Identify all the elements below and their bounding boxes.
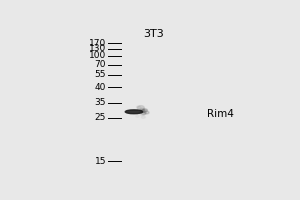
Text: 35: 35 <box>94 98 106 107</box>
Text: 15: 15 <box>94 157 106 166</box>
Ellipse shape <box>145 111 149 114</box>
Text: Rim4: Rim4 <box>207 109 234 119</box>
Text: 70: 70 <box>94 60 106 69</box>
Text: 40: 40 <box>95 83 106 92</box>
Ellipse shape <box>143 109 148 112</box>
Ellipse shape <box>136 106 141 108</box>
Text: 25: 25 <box>95 113 106 122</box>
Text: 100: 100 <box>89 51 106 60</box>
Text: 3T3: 3T3 <box>143 29 164 39</box>
Ellipse shape <box>140 110 145 112</box>
Ellipse shape <box>125 110 143 114</box>
Ellipse shape <box>140 108 145 111</box>
Ellipse shape <box>141 112 146 115</box>
Ellipse shape <box>136 115 139 117</box>
Ellipse shape <box>142 109 147 113</box>
Ellipse shape <box>141 116 146 118</box>
Text: 55: 55 <box>94 70 106 79</box>
Ellipse shape <box>137 106 145 110</box>
Text: 170: 170 <box>89 39 106 48</box>
Ellipse shape <box>140 113 145 116</box>
Text: 130: 130 <box>89 44 106 53</box>
